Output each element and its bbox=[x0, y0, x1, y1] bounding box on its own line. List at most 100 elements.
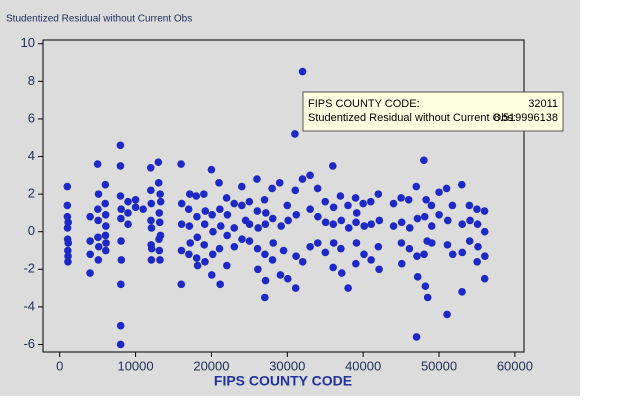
y-tick-label: 4 bbox=[28, 148, 35, 163]
point bbox=[116, 162, 125, 170]
y-tick-label: 6 bbox=[28, 110, 35, 125]
point bbox=[465, 237, 474, 245]
point bbox=[94, 242, 103, 251]
point bbox=[131, 195, 140, 204]
point bbox=[412, 182, 421, 191]
point bbox=[413, 214, 422, 223]
point bbox=[193, 212, 201, 221]
point bbox=[404, 195, 413, 204]
point bbox=[117, 280, 125, 289]
point bbox=[64, 218, 72, 227]
point bbox=[116, 141, 125, 150]
point bbox=[131, 203, 140, 212]
point bbox=[185, 190, 194, 198]
point bbox=[375, 265, 383, 274]
point bbox=[139, 205, 147, 213]
point bbox=[276, 271, 285, 279]
point bbox=[473, 220, 482, 228]
point bbox=[155, 246, 164, 255]
point bbox=[116, 340, 125, 349]
point bbox=[117, 205, 125, 213]
point bbox=[261, 293, 269, 302]
point bbox=[458, 248, 467, 257]
point bbox=[352, 218, 360, 227]
y-tick-label: 8 bbox=[28, 73, 35, 88]
point bbox=[268, 184, 276, 193]
point bbox=[292, 252, 300, 260]
point bbox=[261, 276, 270, 285]
point bbox=[351, 194, 360, 202]
marks: -6 -4 -2 0 2 4 6 8 10 0 10000 20000 30000 40000 50000 6… bbox=[21, 35, 533, 373]
point bbox=[116, 192, 125, 200]
point bbox=[268, 214, 277, 223]
point bbox=[279, 246, 288, 255]
point bbox=[298, 257, 307, 266]
point bbox=[185, 250, 193, 259]
point bbox=[261, 220, 270, 228]
point bbox=[238, 235, 246, 244]
point bbox=[94, 190, 103, 198]
point bbox=[216, 222, 225, 230]
point bbox=[64, 257, 72, 266]
point bbox=[117, 237, 125, 245]
point bbox=[473, 257, 481, 266]
point bbox=[192, 192, 201, 200]
point bbox=[230, 224, 239, 232]
point bbox=[63, 201, 72, 210]
point bbox=[420, 156, 428, 165]
point bbox=[314, 212, 322, 221]
point bbox=[481, 252, 489, 260]
point bbox=[329, 203, 338, 212]
point bbox=[156, 231, 165, 240]
point bbox=[238, 201, 246, 210]
point bbox=[413, 252, 421, 260]
point bbox=[223, 210, 232, 219]
point bbox=[344, 284, 352, 292]
point bbox=[337, 216, 346, 225]
point bbox=[420, 250, 428, 259]
point bbox=[291, 130, 299, 138]
point bbox=[237, 182, 246, 191]
chart-title: Studentized Residual without Current Obs bbox=[6, 14, 192, 25]
point bbox=[185, 222, 194, 230]
point bbox=[397, 259, 406, 268]
point bbox=[207, 165, 216, 174]
point bbox=[352, 209, 361, 217]
point bbox=[177, 280, 186, 289]
point bbox=[64, 252, 72, 260]
point bbox=[101, 180, 110, 189]
point bbox=[223, 261, 231, 270]
point bbox=[253, 175, 261, 183]
tooltip-label: FIPS COUNTY CODE: bbox=[308, 98, 420, 110]
point bbox=[200, 220, 209, 228]
point bbox=[306, 242, 314, 251]
point bbox=[208, 210, 216, 219]
point bbox=[298, 67, 307, 76]
point bbox=[215, 179, 223, 187]
point bbox=[397, 218, 406, 227]
point bbox=[360, 250, 368, 259]
point bbox=[86, 269, 94, 277]
point bbox=[253, 207, 262, 215]
point bbox=[443, 241, 452, 249]
point bbox=[193, 233, 202, 242]
point bbox=[93, 160, 102, 168]
tooltip-value: 32011 bbox=[528, 98, 558, 110]
point bbox=[337, 269, 346, 277]
point bbox=[442, 184, 451, 193]
point bbox=[260, 195, 269, 204]
point bbox=[186, 239, 194, 247]
point bbox=[101, 231, 110, 240]
point bbox=[352, 239, 361, 247]
point bbox=[193, 261, 202, 270]
tooltip-box bbox=[302, 91, 564, 132]
point bbox=[86, 250, 94, 259]
tooltip-value: 8.519996138 bbox=[494, 112, 558, 124]
point bbox=[63, 182, 72, 191]
point bbox=[389, 222, 398, 230]
point bbox=[101, 210, 110, 219]
point bbox=[292, 210, 301, 219]
point bbox=[321, 248, 330, 257]
point bbox=[117, 256, 126, 264]
x-axis-label: FIPS COUNTY CODE bbox=[214, 373, 352, 389]
